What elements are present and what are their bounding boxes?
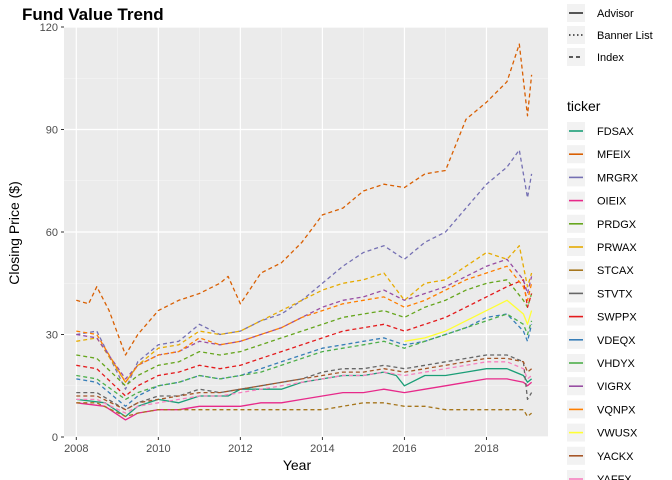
linetype-legend-label: Banner List (597, 30, 653, 42)
color-legend-label: MRGRX (597, 172, 639, 184)
color-legend-title: ticker (567, 98, 601, 114)
series-line-stcax (76, 402, 533, 418)
y-tick-label: 60 (46, 227, 58, 239)
color-legend-label: VDEQX (597, 335, 636, 347)
y-axis-title: Closing Price ($) (6, 181, 22, 284)
linetype-key-box (567, 26, 585, 44)
color-legend: FDSAX MFEIX MRGRX OIEIX PRDGX PRWAX STCAX STVTX… (567, 122, 639, 480)
linetype-legend-label: Index (597, 52, 624, 64)
series-line-vdeqx (76, 313, 533, 407)
x-tick-label: 2010 (146, 443, 170, 455)
x-tick-label: 2016 (392, 443, 416, 455)
color-legend-label: YACKX (597, 451, 634, 463)
color-legend-label: STVTX (597, 288, 633, 300)
series-line-vhdyx (76, 313, 533, 401)
color-legend-label: PRWAX (597, 242, 637, 254)
color-legend-label: VWUSX (597, 428, 638, 440)
color-legend-label: VIGRX (597, 381, 632, 393)
color-legend-label: VHDYX (597, 358, 636, 370)
series-lines (76, 43, 533, 421)
linetype-legend-label: Advisor (597, 8, 634, 20)
y-tick-label: 90 (46, 125, 58, 137)
series-line-prwax (76, 245, 533, 383)
series-line-stvtx (76, 354, 533, 411)
series-line-mfeix (76, 43, 533, 356)
chart-title: Fund Value Trend (22, 5, 164, 24)
x-tick-label: 2008 (64, 443, 88, 455)
series-line-yackx (76, 357, 533, 411)
y-tick-label: 120 (40, 22, 58, 34)
series-line-vqnpx (76, 265, 533, 383)
series-line-prdgx (76, 279, 533, 387)
color-legend-label: SWPPX (597, 312, 637, 324)
series-line-vwusx (404, 299, 533, 342)
color-legend-label: OIEIX (597, 196, 627, 208)
x-axis-title: Year (283, 457, 312, 473)
color-legend-label: YAFFX (597, 474, 632, 480)
series-line-fdsax (76, 368, 533, 418)
series-line-yaffx (76, 361, 533, 414)
x-tick-label: 2012 (228, 443, 252, 455)
x-tick-label: 2014 (310, 443, 334, 455)
color-legend-label: VQNPX (597, 404, 636, 416)
x-tick-label: 2018 (474, 443, 498, 455)
color-legend-label: FDSAX (597, 126, 634, 138)
color-legend-label: STCAX (597, 265, 634, 277)
y-tick-label: 30 (46, 330, 58, 342)
series-line-swppx (76, 279, 533, 397)
color-key-box (567, 470, 585, 480)
series-line-mrgrx (76, 149, 533, 390)
color-legend-label: PRDGX (597, 219, 637, 231)
linetype-legend: Advisor Banner List Index (567, 4, 653, 66)
color-legend-label: MFEIX (597, 149, 631, 161)
y-tick-label: 0 (52, 432, 58, 444)
axes: 0 30 60 90 120 2008 2010 2012 2014 2016 2018 (40, 22, 499, 455)
